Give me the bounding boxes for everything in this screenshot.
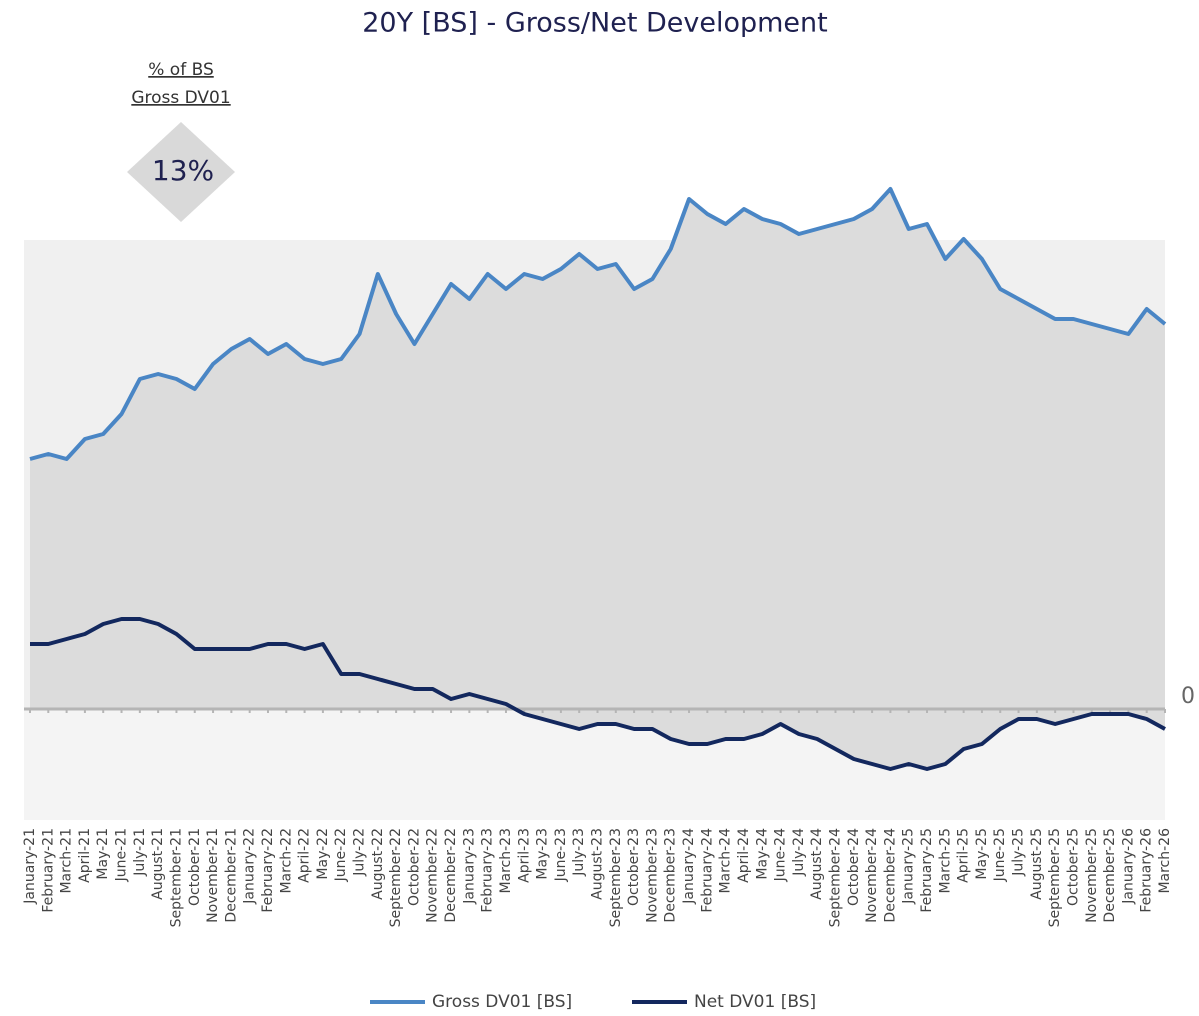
x-tick-label: June-24 [773,828,789,882]
x-tick-label: July-21 [132,828,148,877]
x-tick-label: March-26 [1157,828,1173,894]
chart-title: 20Y [BS] - Gross/Net Development [362,8,828,39]
x-tick-label: March-22 [278,828,294,894]
x-tick-label: July-25 [1011,828,1027,877]
area [30,189,1165,709]
x-tick-label: June-21 [114,828,130,882]
x-tick-label: June-25 [992,828,1008,882]
x-tick-label: May-23 [535,828,551,880]
x-tick-label: October-23 [626,828,642,906]
x-tick-label: January-23 [461,828,477,905]
x-tick-label: May-22 [315,828,331,880]
line [30,617,1166,771]
x-tick-label: August-21 [150,828,166,900]
x-tick-label: March-23 [498,828,514,894]
x-tick-label: February-21 [40,828,56,913]
annotation: 13% [152,154,214,187]
legend-label: Gross DV01 [BS] [432,992,572,1012]
x-tick-label: December-24 [882,828,898,923]
x-tick-label: December-25 [1102,828,1118,923]
x-tick-label: July-22 [352,828,368,877]
x-tick-label: May-24 [754,828,770,880]
line [29,187,1167,461]
annotation: % of BS [148,60,214,80]
x-tick-label: January-25 [901,828,917,905]
x-tick-label: April-25 [956,828,972,883]
x-tick-label: March-24 [718,828,734,894]
x-tick-label: February-25 [919,828,935,913]
x-tick-label: May-25 [974,828,990,880]
x-tick-label: January-26 [1120,828,1136,905]
x-tick-label: September-21 [168,828,184,927]
x-tick-label: September-23 [608,828,624,927]
x-tick-label: July-24 [791,828,807,877]
x-tick-label: January-24 [681,828,697,905]
x-tick-label: August-24 [809,828,825,900]
x-tick-label: December-22 [443,828,459,923]
x-tick-label: March-21 [59,828,75,894]
x-tick-label: September-22 [388,828,404,927]
x-tick-label: April-23 [516,828,532,883]
x-tick-label: August-25 [1029,828,1045,900]
x-tick-label: March-25 [937,828,953,894]
annotation: Gross DV01 [131,88,230,108]
y-tick-label: 0 [1181,684,1195,709]
x-tick-label: December-21 [223,828,239,923]
x-tick-label: September-25 [1047,828,1063,927]
area [30,619,1165,769]
x-tick-label: November-21 [205,828,221,923]
x-tick-label: December-23 [663,828,679,923]
x-tick-label: November-23 [644,828,660,923]
x-tick-label: June-22 [333,828,349,882]
x-tick-label: February-26 [1139,828,1155,913]
x-tick-label: October-21 [187,828,203,906]
legend-label: Net DV01 [BS] [694,992,816,1012]
x-tick-label: July-23 [571,828,587,877]
x-tick-label: February-22 [260,828,276,913]
x-tick-label: August-22 [370,828,386,900]
x-tick-label: January-21 [22,828,38,905]
x-tick-label: September-24 [827,828,843,927]
x-tick-label: November-22 [425,828,441,923]
x-tick-label: April-22 [297,828,313,883]
badge [127,122,235,222]
x-tick-label: February-24 [699,828,715,913]
x-tick-label: January-22 [242,828,258,905]
x-tick-label: May-21 [95,828,111,880]
x-tick-label: October-22 [406,828,422,906]
x-tick-label: October-24 [846,828,862,906]
x-tick-label: April-21 [77,828,93,883]
x-tick-label: April-24 [736,828,752,883]
x-tick-label: August-23 [590,828,606,900]
x-tick-label: November-25 [1084,828,1100,923]
x-tick-label: November-24 [864,828,880,923]
x-tick-label: October-25 [1065,828,1081,906]
x-tick-label: June-23 [553,828,569,882]
x-tick-label: February-23 [480,828,496,913]
